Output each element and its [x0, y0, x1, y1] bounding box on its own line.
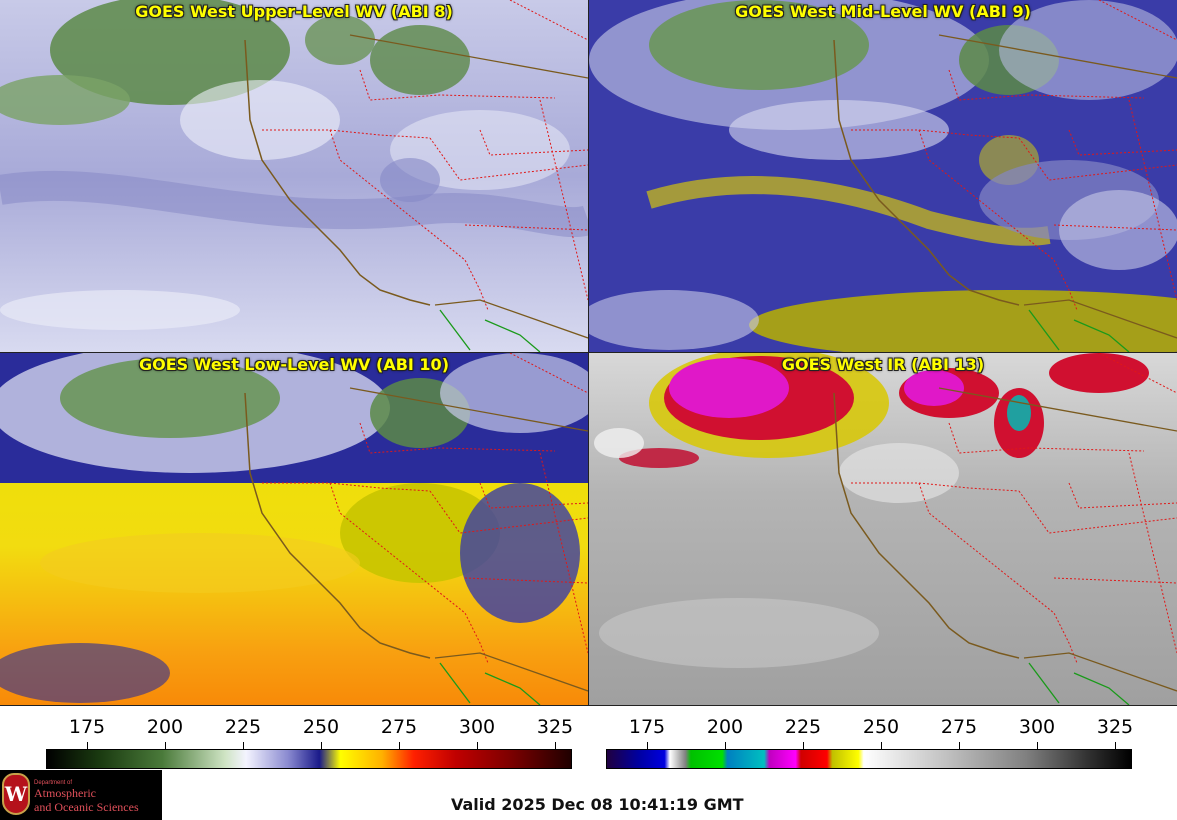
panel-ir: GOES West IR (ABI 13) — [589, 353, 1177, 705]
horizontal-divider — [0, 352, 1177, 353]
logo-line2: Atmospheric — [34, 786, 96, 800]
wv-tick-label: 250 — [302, 716, 340, 738]
wv-tick-mark — [165, 742, 166, 749]
wv-tick-mark — [87, 742, 88, 749]
panel-title: GOES West Low-Level WV (ABI 10) — [138, 355, 449, 374]
logo-line3: and Oceanic Sciences — [34, 800, 139, 814]
bottom-divider — [0, 705, 1177, 706]
ir-tick-label: 275 — [940, 716, 978, 738]
logo-line1: Department of — [34, 780, 73, 786]
wv-tick-label: 200 — [146, 716, 184, 738]
valid-time: Valid 2025 Dec 08 10:41:19 GMT — [451, 795, 744, 814]
panel-mid-level-wv: GOES West Mid-Level WV (ABI 9) — [589, 0, 1177, 352]
ir-tick-mark — [1115, 742, 1116, 749]
wv-tick-mark — [321, 742, 322, 749]
aos-logo: W Department of Atmospheric and Oceanic … — [0, 770, 162, 820]
ir-tick-label: 175 — [628, 716, 666, 738]
ir-tick-label: 225 — [784, 716, 822, 738]
ir-tick-label: 325 — [1096, 716, 1134, 738]
panel-low-level-wv: GOES West Low-Level WV (ABI 10) — [0, 353, 588, 705]
wv-tick-mark — [477, 742, 478, 749]
wv-tick-label: 225 — [224, 716, 262, 738]
wv-tick-label: 275 — [380, 716, 418, 738]
wv-tick-label: 300 — [458, 716, 496, 738]
ir-tick-mark — [959, 742, 960, 749]
panel-title: GOES West IR (ABI 13) — [781, 355, 985, 374]
ir-colorbar-gradient — [606, 749, 1132, 769]
vertical-divider — [588, 0, 589, 706]
ir-map — [589, 353, 1177, 705]
wv-tick-label: 175 — [68, 716, 106, 738]
wv-tick-mark — [555, 742, 556, 749]
ir-tick-mark — [803, 742, 804, 749]
wv-colorbar-gradient — [46, 749, 572, 769]
panel-title: GOES West Upper-Level WV (ABI 8) — [135, 2, 453, 21]
low-level-wv-map — [0, 353, 588, 705]
ir-colorbar: 175 200 225 250 275 300 325 — [606, 716, 1134, 770]
wv-colorbar: 175 200 225 250 275 300 325 — [46, 716, 574, 770]
upper-level-wv-map — [0, 0, 588, 352]
panel-upper-level-wv: GOES West Upper-Level WV (ABI 8) — [0, 0, 588, 352]
ir-tick-label: 200 — [706, 716, 744, 738]
wv-tick-label: 325 — [536, 716, 574, 738]
ir-tick-mark — [725, 742, 726, 749]
ir-tick-mark — [1037, 742, 1038, 749]
ir-tick-label: 250 — [862, 716, 900, 738]
ir-tick-label: 300 — [1018, 716, 1056, 738]
mid-level-wv-map — [589, 0, 1177, 352]
wv-tick-mark — [243, 742, 244, 749]
ir-tick-mark — [647, 742, 648, 749]
uw-seal-icon: W — [2, 773, 30, 815]
panel-title: GOES West Mid-Level WV (ABI 9) — [735, 2, 1031, 21]
ir-tick-mark — [881, 742, 882, 749]
wv-tick-mark — [399, 742, 400, 749]
